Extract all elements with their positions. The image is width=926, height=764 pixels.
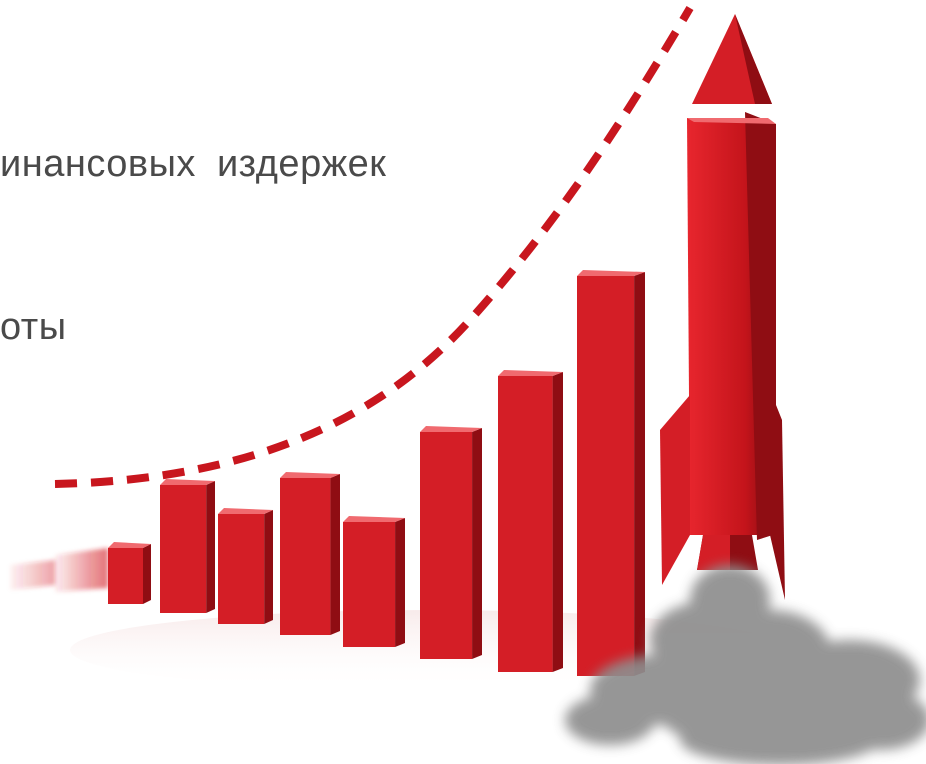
bar-2 — [160, 479, 215, 613]
rocket-fin-right — [770, 390, 785, 600]
rocket-fin-left — [660, 395, 690, 585]
bar-5 — [343, 516, 405, 647]
bar-8 — [577, 270, 645, 676]
bar-1 — [108, 542, 151, 604]
bar-chart — [108, 270, 645, 676]
ghost-bars — [10, 548, 108, 592]
exhaust-smoke — [565, 565, 926, 764]
caption-line-1: инансовых издержек — [0, 143, 387, 185]
dashed-growth-curve — [54, 5, 694, 488]
rocket — [660, 14, 785, 600]
caption-line-2: оты — [0, 306, 67, 348]
bar-6 — [420, 426, 482, 659]
bar-3 — [218, 508, 273, 624]
bar-7 — [498, 370, 563, 672]
bar-4 — [280, 472, 340, 635]
